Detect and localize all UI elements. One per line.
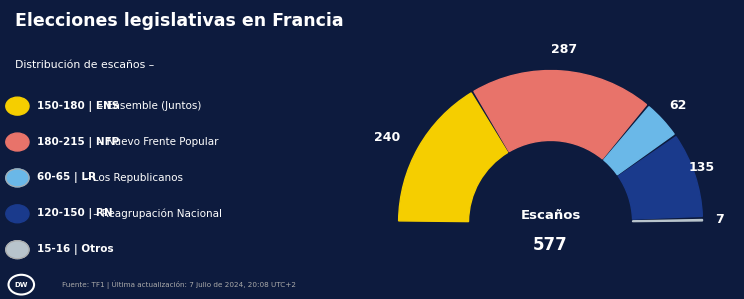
Circle shape [6,97,29,115]
Wedge shape [603,107,674,175]
Wedge shape [618,137,702,219]
Text: 7: 7 [715,213,724,226]
Text: 150-180 | ENS: 150-180 | ENS [36,101,119,112]
Circle shape [6,169,29,187]
Text: 240: 240 [373,131,400,144]
Wedge shape [399,93,507,222]
Text: – Los Republicanos: – Los Republicanos [81,173,183,183]
Circle shape [6,241,29,259]
Text: 62: 62 [670,99,687,112]
Text: DW: DW [15,282,28,288]
Text: 15-16 | Otros: 15-16 | Otros [36,244,113,255]
Text: Elecciones legislativas en Francia: Elecciones legislativas en Francia [16,12,344,30]
Text: 577: 577 [533,237,568,254]
Text: Escaños: Escaños [520,209,581,222]
Wedge shape [474,71,647,159]
Text: 60-65 | LR: 60-65 | LR [36,173,96,183]
Text: Distribución de escaños –: Distribución de escaños – [16,60,155,70]
Circle shape [6,133,29,151]
Text: 180-215 | NFP: 180-215 | NFP [36,137,119,147]
Text: – Ensemble (Juntos): – Ensemble (Juntos) [94,101,201,111]
Text: Fuente: TF1 | Última actualización: 7 julio de 2024, 20:08 UTC+2: Fuente: TF1 | Última actualización: 7 ju… [62,280,296,289]
Circle shape [6,205,29,223]
Text: 287: 287 [551,43,577,56]
Text: 135: 135 [689,161,715,174]
Text: – Nuevo Frente Popular: – Nuevo Frente Popular [94,137,218,147]
Text: – Reagrupación Nacional: – Reagrupación Nacional [90,208,222,219]
Wedge shape [632,219,702,222]
Text: 120-150 | RN: 120-150 | RN [36,208,112,219]
